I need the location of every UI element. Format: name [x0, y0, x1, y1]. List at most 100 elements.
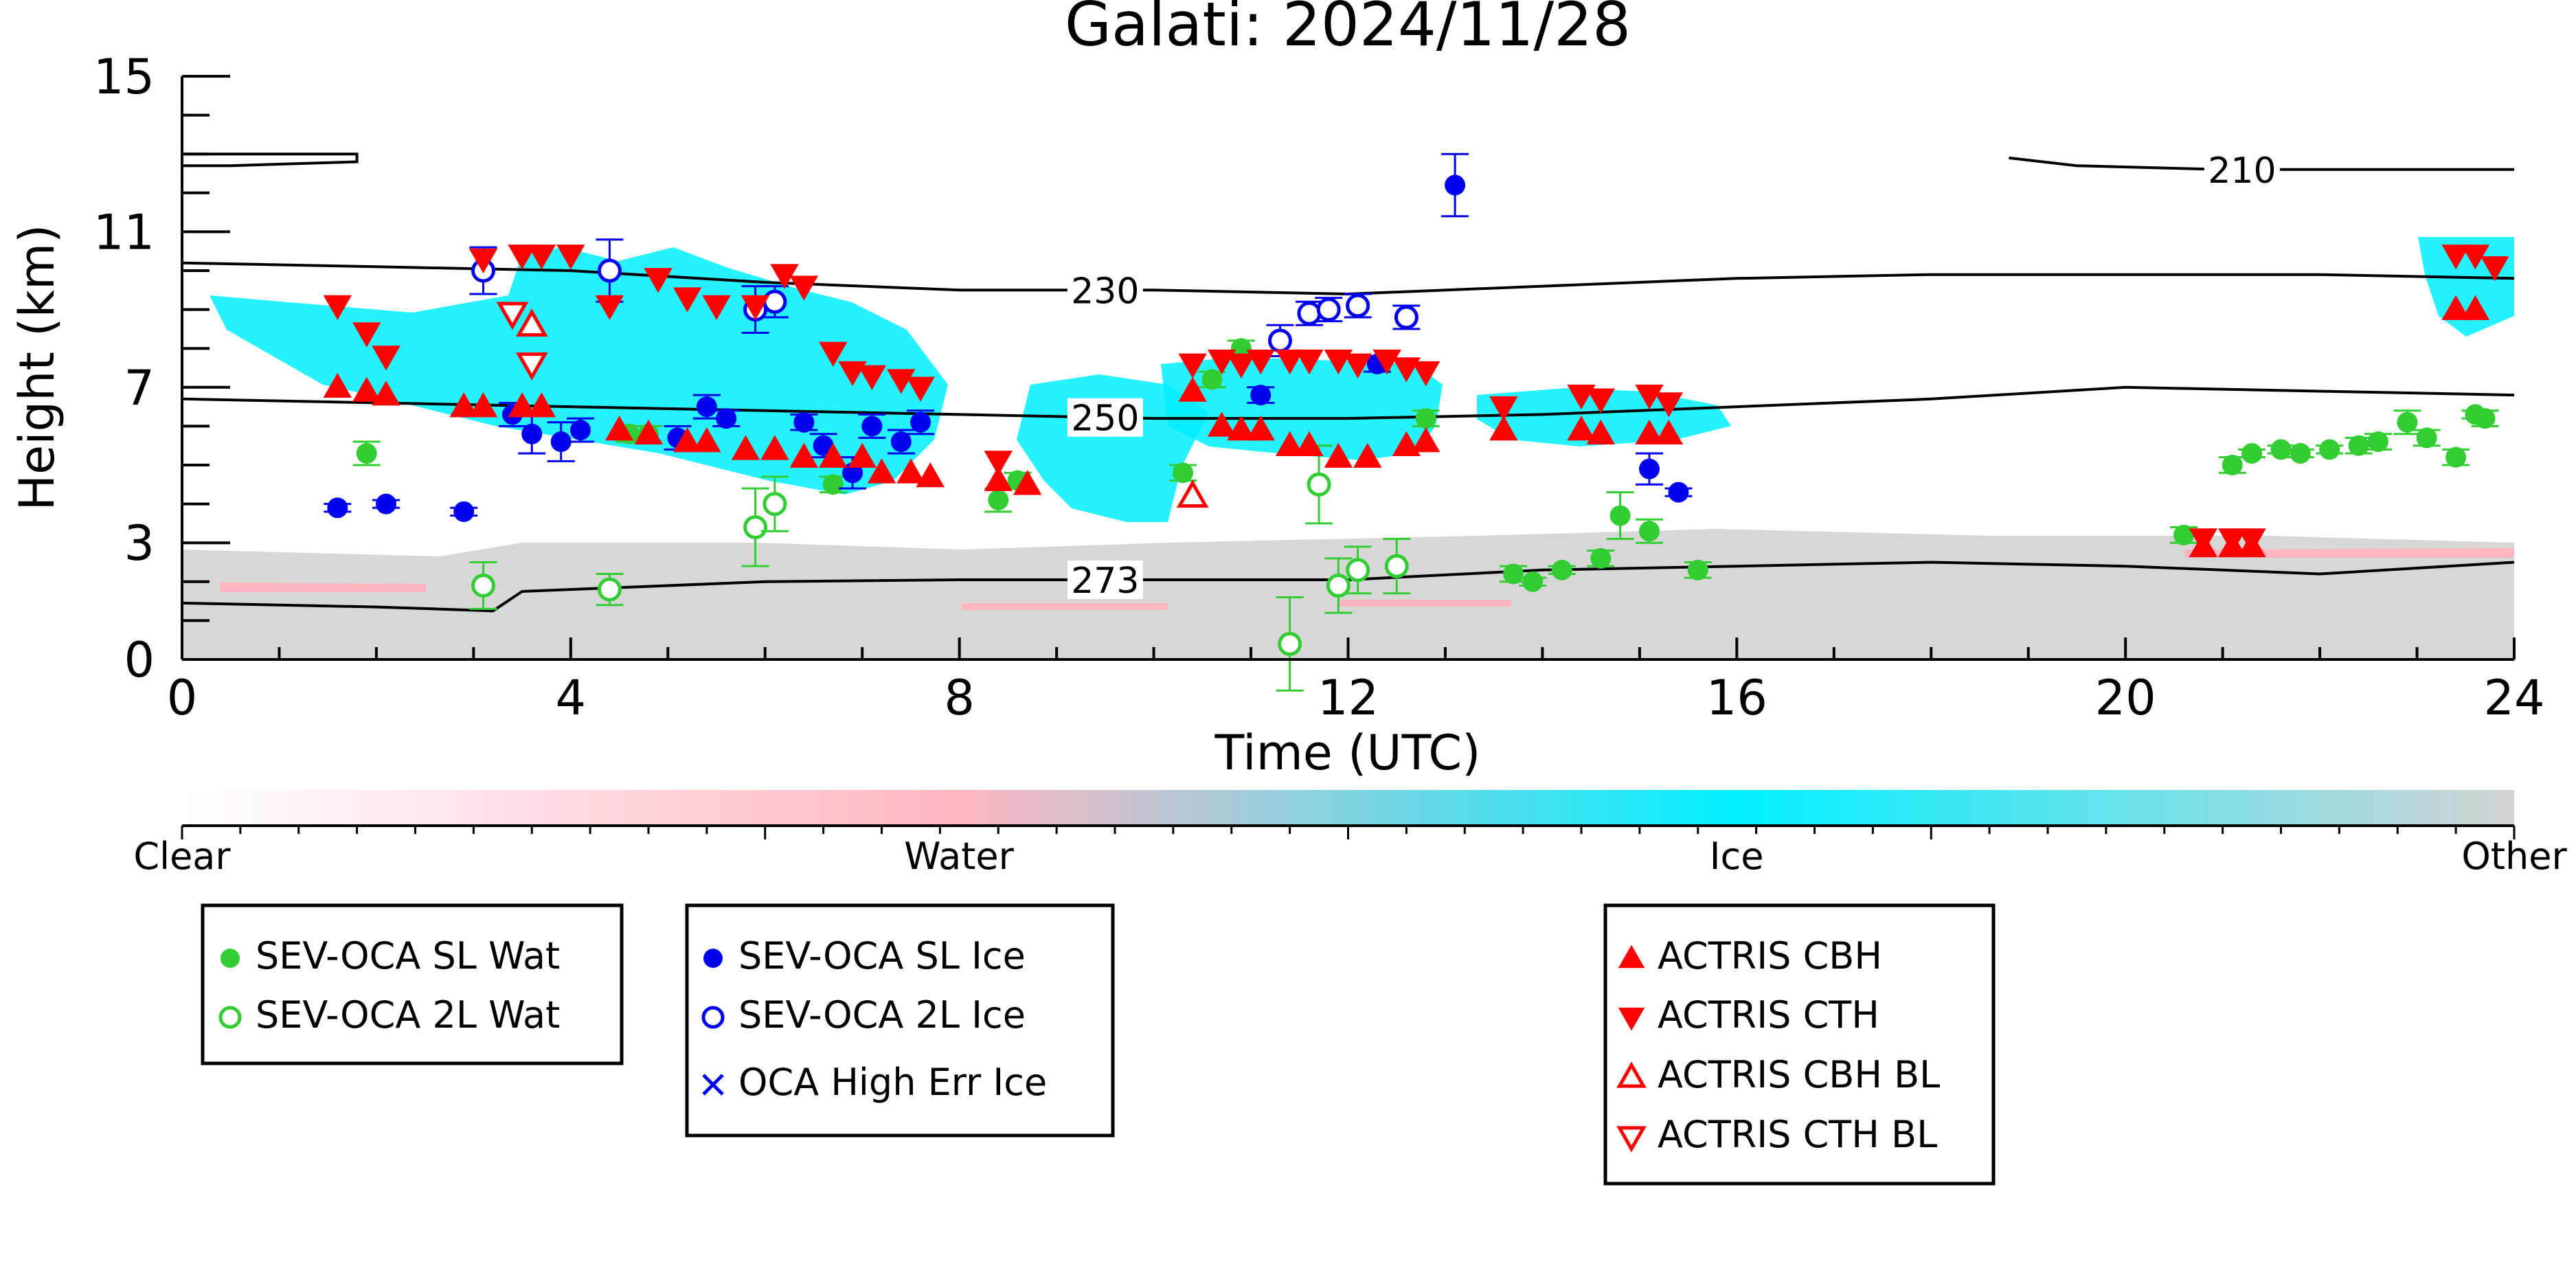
actris-cth-point	[468, 248, 498, 274]
actris-cbh-point	[1586, 419, 1616, 444]
legend-entry-sev-oca-2l-ice	[701, 1006, 725, 1029]
sev-oca-sl-ice-point	[696, 396, 717, 418]
sev-oca-2l-wat-point	[471, 573, 496, 598]
legend-actris: ACTRIS CBH ACTRIS CTH ACTRIS CBH BL ACTR…	[1603, 903, 1996, 1186]
sev-oca-sl-wat-point	[2173, 524, 2195, 545]
sev-oca-sl-wat-point	[2367, 431, 2388, 453]
legend-water: SEV-OCA SL Wat SEV-OCA 2L Wat	[201, 903, 624, 1065]
actris-cbh-point	[916, 462, 945, 488]
sev-oca-sl-wat-point	[1687, 559, 1708, 580]
legend-label-actris-cbh-bl: ACTRIS CBH BL	[1658, 1053, 1940, 1096]
sev-oca-sl-wat-point	[2222, 455, 2243, 475]
actris-cbh-point	[789, 442, 819, 468]
x-tick-label: 20	[2095, 670, 2156, 726]
actris-cbh-point	[1324, 442, 1353, 468]
sev-oca-2l-wat-point	[597, 577, 622, 602]
actris-cbh-point	[848, 442, 877, 468]
sev-oca-sl-ice-point	[861, 416, 883, 437]
y-tick-label: 3	[124, 515, 155, 572]
legend-ice: SEV-OCA SL Ice SEV-OCA 2L Ice OCA High E…	[685, 903, 1115, 1138]
legend-entry-sev-oca-sl-wat	[221, 949, 240, 968]
sev-oca-2l-ice-point	[1394, 305, 1419, 330]
legend-label-sev-oca-2l-ice: SEV-OCA 2L Ice	[738, 993, 1026, 1037]
actris-cbh-point	[1178, 376, 1207, 402]
colorbar-gradient	[182, 790, 2514, 824]
legend-symbol	[701, 1006, 725, 1029]
actris-cbh-point	[1392, 431, 1421, 456]
sev-oca-sl-wat-point	[1590, 547, 1612, 569]
actris-cbh-bl-point	[1176, 479, 1209, 508]
sev-oca-2l-wat-point	[1326, 573, 1351, 598]
legend-label-actris-cbh: ACTRIS CBH	[1658, 934, 1882, 978]
x-tick-label: 12	[1318, 670, 1379, 726]
actris-cth-point	[644, 268, 673, 293]
sev-oca-sl-wat-point	[1201, 369, 1223, 390]
legend-label-actris-cth-bl: ACTRIS CTH BL	[1658, 1113, 1937, 1156]
water-layer-4	[2184, 548, 2514, 558]
actris-cth-point	[2237, 528, 2266, 554]
actris-cth-bl-point	[515, 352, 548, 381]
sev-oca-2l-ice-point	[1267, 328, 1292, 353]
legend-actris-box	[1603, 903, 1996, 1186]
sev-oca-2l-wat-point	[1278, 631, 1302, 656]
actris-cth-point	[1567, 384, 1596, 410]
isotherm-lines	[182, 152, 2514, 613]
actris-cth-point	[1207, 349, 1236, 375]
sev-oca-sl-ice-point	[1445, 174, 1466, 196]
sev-oca-sl-wat-point	[1639, 521, 1660, 542]
actris-cth-point	[1635, 384, 1664, 410]
legend-symbol	[1618, 945, 1645, 969]
isotherm-label-bg	[1067, 271, 1143, 310]
sev-oca-sl-wat-point	[2241, 443, 2263, 464]
actris-cbh-point	[1489, 416, 1518, 441]
colorbar-ticks	[181, 826, 2516, 839]
sev-oca-sl-wat-point	[1173, 462, 1194, 484]
actris-cth-point	[1372, 349, 1401, 375]
actris-cth-point	[1654, 392, 1684, 418]
actris-cbh-point	[896, 458, 925, 484]
sev-oca-sl-wat-point	[2397, 411, 2418, 433]
legend-symbol	[218, 1006, 242, 1029]
sev-oca-sl-ice-point	[716, 408, 737, 429]
actris-cth-point	[984, 451, 1013, 476]
actris-cbh-point	[1353, 442, 1382, 468]
sev-oca-sl-wat-point	[2290, 443, 2311, 464]
actris-cbh-point	[372, 381, 400, 406]
sev-oca-2l-ice-point	[762, 289, 787, 314]
actris-cth-point	[372, 346, 400, 371]
actris-cth-point	[1324, 349, 1353, 375]
legend-entry-actris-cbh-bl	[1616, 1061, 1647, 1088]
sev-oca-sl-wat-point	[2319, 439, 2340, 460]
isotherm-210-line	[182, 152, 359, 168]
legend-entry-actris-cbh	[1618, 945, 1645, 969]
legend-symbol-stroke	[702, 1074, 724, 1096]
isotherm-250-line	[182, 385, 2514, 420]
actris-cth-point	[1343, 353, 1372, 379]
legend-label-actris-cth: ACTRIS CTH	[1658, 993, 1879, 1037]
legend-symbol	[221, 949, 240, 968]
isotherm-label-bg	[1067, 560, 1143, 599]
isotherm-labels: 210 230 250 273	[1067, 150, 2280, 602]
legend-label-sev-oca-2l-wat: SEV-OCA 2L Wat	[256, 993, 560, 1037]
sev-oca-sl-wat-point	[1415, 408, 1436, 429]
sev-oca-2l-wat-point	[743, 515, 768, 540]
actris-cth-point	[1392, 357, 1421, 383]
actris-cth-point	[1246, 349, 1275, 375]
actris-cth-point	[819, 341, 848, 367]
actris-cbh-point	[867, 458, 896, 484]
sev-oca-sl-ice-point	[793, 411, 815, 433]
actris-cbh-point	[1411, 427, 1440, 453]
legend-ice-box	[685, 903, 1115, 1138]
sev-oca-sl-ice-point	[890, 431, 912, 453]
actris-cbh-point	[605, 416, 634, 441]
actris-cbh-point	[760, 435, 789, 460]
sev-oca-sl-ice-point	[813, 435, 834, 456]
colorbar-label-clear: Clear	[133, 835, 231, 878]
y-tick-label: 11	[93, 204, 155, 260]
sev-oca-sl-wat-point	[988, 489, 1009, 510]
actris-cbh-point	[527, 392, 556, 418]
actris-cth-bl-point	[496, 302, 529, 330]
actris-cth-point	[838, 361, 867, 387]
actris-cbh-point	[2441, 295, 2470, 320]
actris-cth-point	[789, 275, 819, 301]
